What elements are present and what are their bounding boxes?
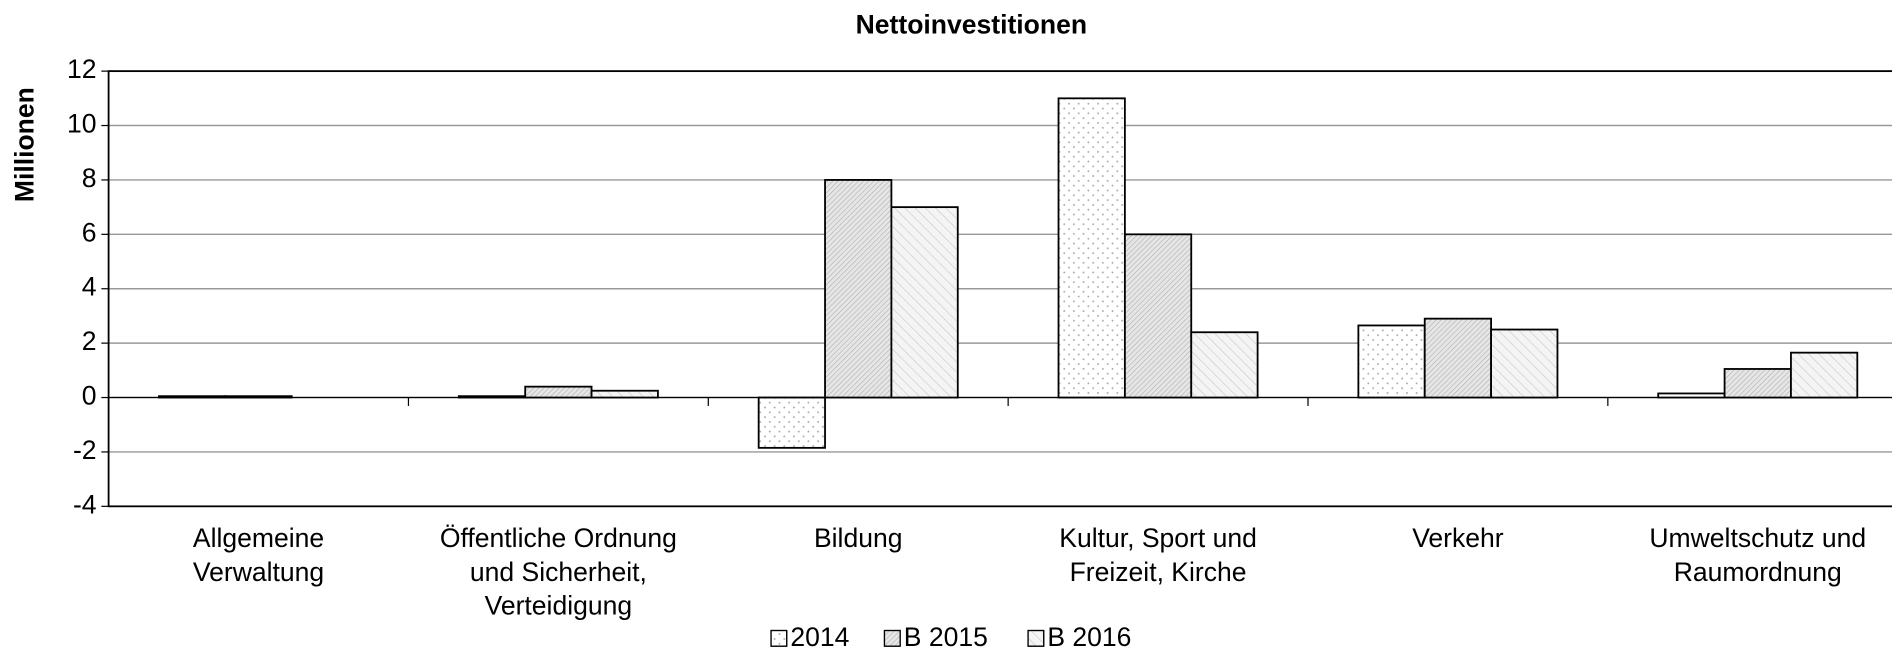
x-tick-label: Kultur, Sport und bbox=[1059, 523, 1257, 553]
legend-label: B 2016 bbox=[1047, 622, 1131, 651]
bar bbox=[1357, 324, 1426, 399]
y-tick-label: 2 bbox=[82, 326, 97, 356]
legend-swatch-pattern bbox=[1027, 629, 1045, 647]
bar bbox=[457, 395, 527, 399]
y-tick-label: 4 bbox=[82, 272, 97, 302]
bar bbox=[890, 206, 959, 399]
x-tick-label: Verkehr bbox=[1412, 523, 1504, 553]
y-tick-label: 8 bbox=[82, 163, 97, 193]
x-tick-label: Allgemeine bbox=[193, 523, 324, 553]
bar bbox=[590, 389, 659, 399]
y-tick-label: 12 bbox=[67, 54, 97, 84]
y-tick-label: -2 bbox=[73, 435, 97, 465]
x-tick-label: Umweltschutz und bbox=[1649, 523, 1866, 553]
legend-swatch-pattern bbox=[770, 629, 788, 647]
bar bbox=[1057, 97, 1126, 399]
bar bbox=[158, 395, 227, 399]
x-tick-label: Verwaltung bbox=[193, 557, 324, 587]
bar bbox=[1123, 233, 1193, 399]
x-tick-label: und Sicherheit, bbox=[470, 557, 647, 587]
legend-label: 2014 bbox=[790, 622, 849, 651]
bar bbox=[1423, 317, 1493, 399]
y-tick-label: 10 bbox=[67, 109, 97, 139]
bar bbox=[1190, 331, 1259, 399]
x-tick-label: Öffentliche Ordnung bbox=[440, 523, 677, 553]
x-tick-label: Bildung bbox=[814, 523, 903, 553]
y-tick-label: -4 bbox=[73, 489, 97, 519]
bar bbox=[524, 385, 593, 399]
bar bbox=[1723, 368, 1792, 399]
x-tick-label: Raumordnung bbox=[1674, 557, 1842, 587]
plot-frame bbox=[107, 70, 1892, 508]
y-tick-label: 0 bbox=[82, 381, 97, 411]
bar bbox=[1790, 351, 1859, 399]
y-axis-label: Millionen bbox=[10, 87, 40, 202]
bar bbox=[1490, 328, 1559, 399]
bar bbox=[757, 396, 826, 449]
x-tick-label: Freizeit, Kirche bbox=[1070, 557, 1247, 587]
bar bbox=[824, 179, 893, 399]
bar bbox=[224, 395, 293, 399]
y-tick-label: 6 bbox=[82, 217, 97, 247]
bar bbox=[1657, 392, 1726, 399]
x-tick-label: Verteidigung bbox=[485, 591, 633, 621]
legend-label: B 2015 bbox=[904, 622, 988, 651]
legend-swatch-pattern bbox=[883, 629, 901, 647]
chart-title: Nettoinvestitionen bbox=[856, 10, 1087, 40]
